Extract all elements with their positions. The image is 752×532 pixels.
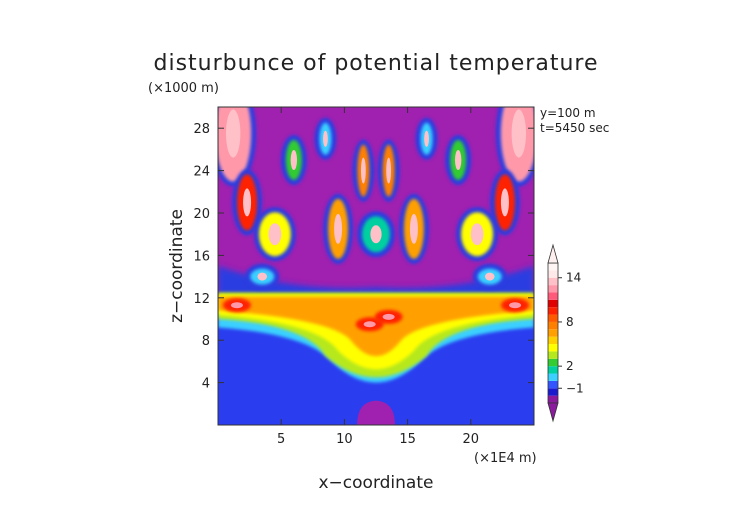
colorbar-segment — [548, 388, 558, 396]
y-tick-label: 8 — [202, 334, 210, 349]
band-halo — [218, 266, 534, 298]
colorbar-segment — [548, 321, 558, 330]
colorbar-segment — [548, 344, 558, 352]
colorbar-segment — [548, 314, 558, 322]
band-peak-spot — [230, 302, 243, 309]
plume-peak — [323, 130, 328, 147]
colorbar-segment — [548, 351, 558, 359]
plume-peak — [409, 213, 418, 244]
plume-peak — [424, 130, 429, 147]
colorbar-segment — [548, 277, 558, 286]
colorbar-segment — [548, 373, 558, 381]
y-axis-title: z−coordinate — [167, 209, 187, 323]
chart-title: disturbunce of potential temperature — [154, 51, 599, 76]
plume-peak — [470, 223, 484, 246]
x-axis-title: x−coordinate — [319, 473, 434, 493]
colorbar-segment — [548, 292, 558, 300]
y-unit-label: (×1000 m) — [148, 81, 219, 96]
plume-peak — [243, 188, 252, 217]
y-tick-label: 28 — [193, 122, 210, 137]
colorbar-segment — [548, 307, 558, 315]
colorbar-label: 2 — [566, 359, 574, 373]
colorbar-segment — [548, 366, 558, 374]
plot-frame — [217, 106, 535, 426]
x-tick-label: 20 — [463, 432, 480, 447]
annotation-y: y=100 m — [540, 106, 596, 120]
plume-peak — [511, 109, 527, 158]
x-axis-ticks: 5 10 15 20 — [277, 107, 479, 447]
plume-peak — [334, 213, 343, 244]
colorbar-max-arrow — [547, 243, 559, 264]
colorbar: −1 2 8 14 — [547, 243, 584, 423]
x-tick-label: 10 — [336, 432, 353, 447]
bottom-bump — [357, 400, 395, 425]
colorbar-label: 8 — [566, 315, 574, 329]
plume-peak — [290, 150, 298, 170]
colorbar-segment — [548, 299, 558, 308]
x-tick-label: 15 — [399, 432, 416, 447]
band-peak-spot — [382, 313, 395, 320]
y-axis-ticks: 4 8 12 16 20 24 28 — [193, 122, 534, 392]
plume-peak — [500, 188, 509, 217]
heatmap-field — [218, 107, 534, 425]
colorbar-segment — [548, 285, 558, 293]
x-tick-label: 5 — [277, 432, 285, 447]
colorbar-segment — [548, 270, 558, 278]
y-tick-label: 4 — [202, 377, 210, 392]
plume-peak — [370, 225, 382, 244]
colorbar-segment — [548, 263, 558, 271]
annotation-t: t=5450 sec — [540, 121, 609, 135]
plume-peak — [257, 272, 268, 281]
band-peak-spot — [509, 302, 522, 309]
plume-peak — [484, 272, 495, 281]
y-tick-label: 12 — [193, 292, 210, 307]
colorbar-segment — [548, 336, 558, 345]
plume-peak — [225, 109, 241, 158]
colorbar-segment — [548, 358, 558, 367]
plume-peak — [268, 223, 282, 246]
y-tick-label: 16 — [193, 249, 210, 264]
plume-peak — [360, 157, 366, 184]
band-peak-spot — [363, 321, 376, 328]
y-tick-label: 20 — [193, 207, 210, 222]
x-unit-label: (×1E4 m) — [474, 451, 537, 466]
plume-peak — [454, 150, 462, 170]
plume-peak — [386, 157, 392, 184]
colorbar-label: −1 — [566, 381, 584, 395]
y-tick-label: 24 — [193, 165, 210, 180]
colorbar-min-arrow — [547, 402, 559, 423]
colorbar-segment — [548, 395, 558, 403]
colorbar-segment — [548, 380, 558, 389]
colorbar-label: 14 — [566, 271, 581, 285]
colorbar-segment — [548, 329, 558, 337]
